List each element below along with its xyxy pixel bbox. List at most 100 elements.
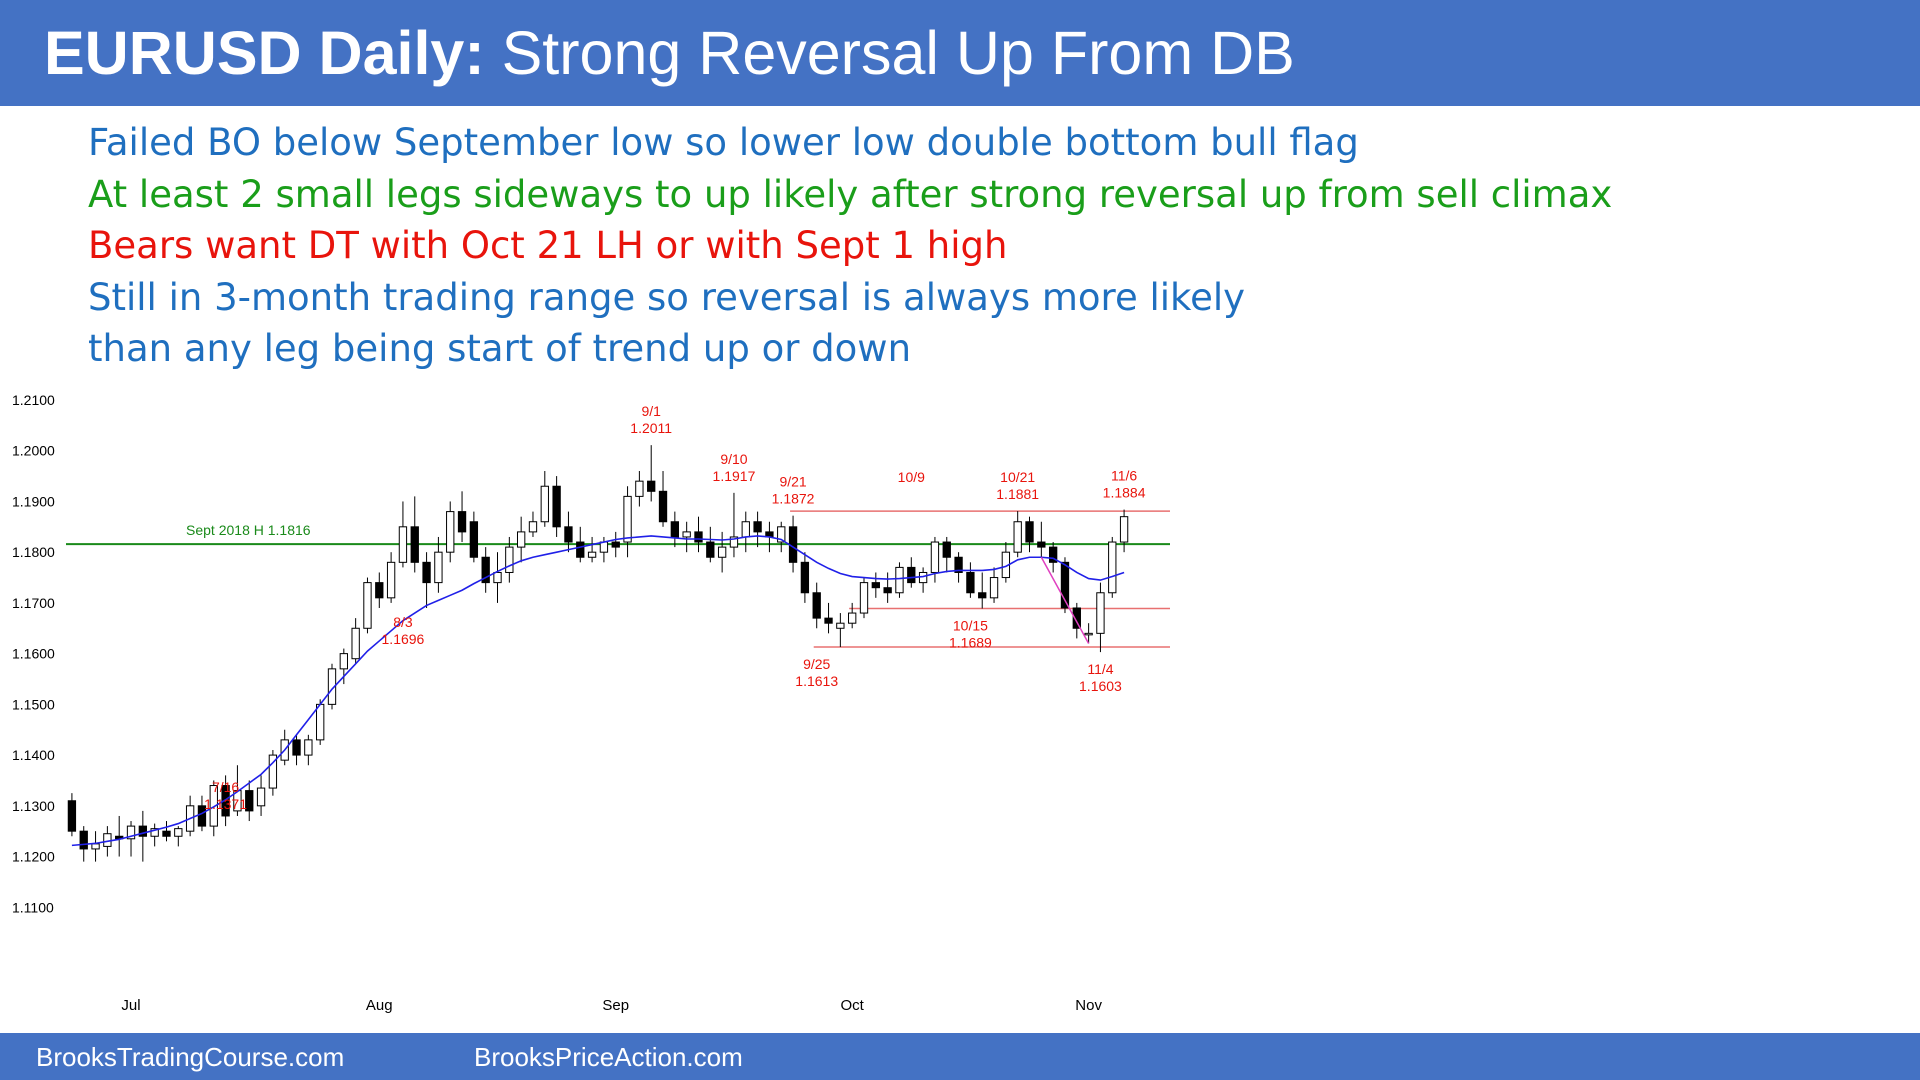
- candle-body: [67, 800, 77, 832]
- candle-body: [883, 587, 892, 594]
- candle-body: [221, 785, 230, 817]
- candle-body: [386, 561, 396, 599]
- candle-body: [611, 541, 620, 548]
- candle-body: [422, 561, 431, 584]
- candle-body: [859, 582, 869, 614]
- candle-body: [79, 830, 88, 850]
- annotation-value: 1.1917: [713, 468, 756, 484]
- page-title: EURUSD Daily: Strong Reversal Up From DB: [44, 18, 1295, 88]
- candle-body: [256, 787, 266, 807]
- note-line: At least 2 small legs sideways to up lik…: [88, 172, 1613, 216]
- moving-average-line: [71, 535, 1125, 847]
- trend-line: [1040, 556, 1090, 644]
- note-line: than any leg being start of trend up or …: [88, 327, 912, 370]
- annotation-value: 1.1696: [382, 631, 425, 647]
- horizontal-line-label: Sept 2018 H 1.1816: [186, 522, 311, 538]
- candle-body: [150, 828, 159, 837]
- candle-body: [1119, 516, 1129, 543]
- annotation-label: 11/4: [1087, 661, 1113, 677]
- candle-body: [812, 592, 821, 619]
- candle-body: [138, 825, 148, 837]
- candle-body: [800, 561, 810, 594]
- footer-link-trading-course[interactable]: BrooksTradingCourse.com: [36, 1042, 345, 1072]
- candle-body: [516, 531, 526, 548]
- title-bold: EURUSD Daily:: [44, 19, 485, 87]
- candle-body: [717, 546, 727, 558]
- candle-body: [91, 843, 100, 850]
- note-line: Still in 3-month trading range so revers…: [88, 275, 1246, 319]
- note-line: Bears want DT with Oct 21 LH or with Sep…: [88, 224, 1008, 267]
- y-tick-label: 1.2100: [12, 392, 55, 408]
- y-tick-label: 1.1500: [12, 696, 55, 712]
- annotation-label: 9/10: [720, 451, 747, 467]
- candle-body: [446, 511, 455, 553]
- candle-body: [670, 521, 680, 538]
- note-line: Failed BO below September low so lower l…: [88, 121, 1359, 164]
- y-tick-label: 1.1800: [12, 544, 55, 560]
- candle-body: [398, 526, 408, 563]
- footer-link-price-action[interactable]: BrooksPriceAction.com: [474, 1042, 743, 1072]
- candle-body: [564, 526, 573, 543]
- candle-body: [528, 521, 538, 533]
- x-tick-label: Oct: [841, 997, 865, 1014]
- candle-body: [493, 571, 502, 584]
- annotation-label: 10/15: [953, 617, 988, 633]
- annotation-label: 9/25: [803, 656, 830, 672]
- candle-body: [209, 785, 218, 827]
- candle-body: [434, 551, 443, 584]
- candle-body: [741, 521, 750, 538]
- candle-body: [1096, 592, 1105, 634]
- candle-body: [552, 485, 561, 528]
- annotation-value: 1.1881: [996, 486, 1039, 502]
- candle-body: [1060, 561, 1070, 609]
- annotation-label: 8/3: [393, 614, 413, 630]
- x-tick-label: Aug: [366, 997, 393, 1014]
- candle-body: [1108, 541, 1117, 594]
- candle-body: [363, 582, 372, 629]
- title-rest: Strong Reversal Up From DB: [484, 19, 1295, 87]
- annotation-value: 1.1884: [1103, 485, 1146, 501]
- annotation-label: 9/21: [779, 474, 806, 490]
- candle-body: [729, 536, 739, 548]
- candle-body: [587, 551, 597, 558]
- candle-body: [836, 622, 845, 629]
- y-tick-label: 1.2000: [12, 443, 55, 459]
- candle-body: [540, 485, 549, 523]
- annotation-value: 1.1689: [949, 634, 992, 650]
- annotation-label: 7/16: [212, 779, 239, 795]
- candle-body: [1013, 521, 1022, 553]
- candle-body: [706, 541, 715, 558]
- candle-body: [647, 480, 656, 492]
- candle-body: [1072, 607, 1081, 629]
- candle-body: [197, 805, 207, 827]
- candle-body: [233, 790, 242, 812]
- candle-body: [658, 490, 668, 523]
- annotation-value: 1.1603: [1079, 678, 1122, 694]
- candle-body: [895, 566, 904, 594]
- candle-body: [623, 495, 632, 543]
- candle-body: [753, 521, 762, 533]
- candle-body: [339, 653, 348, 670]
- annotation-label: 10/21: [1000, 469, 1035, 485]
- annotation-label: 9/1: [641, 403, 661, 419]
- candle-body: [505, 546, 514, 573]
- candle-body: [292, 739, 301, 756]
- x-tick-label: Sep: [602, 997, 629, 1014]
- candle-body: [375, 582, 384, 599]
- candle-body: [777, 526, 786, 543]
- candle-body: [978, 592, 987, 599]
- footer-bar: BrooksTradingCourse.com BrooksPriceActio…: [0, 1033, 1920, 1080]
- analysis-notes: Failed BO below September low so lower l…: [88, 117, 1612, 375]
- annotation-value: 1.1371: [204, 796, 247, 812]
- y-tick-label: 1.1900: [12, 493, 55, 509]
- y-tick-label: 1.1700: [12, 595, 55, 611]
- candle-body: [576, 541, 585, 558]
- candle-body: [954, 556, 963, 573]
- candle-body: [351, 627, 360, 660]
- candle-body: [907, 566, 916, 584]
- annotation-label: 11/6: [1111, 468, 1137, 484]
- candle-body: [304, 739, 313, 756]
- candle-body: [599, 541, 609, 553]
- candle-body: [942, 541, 951, 558]
- y-tick-label: 1.1400: [12, 747, 55, 763]
